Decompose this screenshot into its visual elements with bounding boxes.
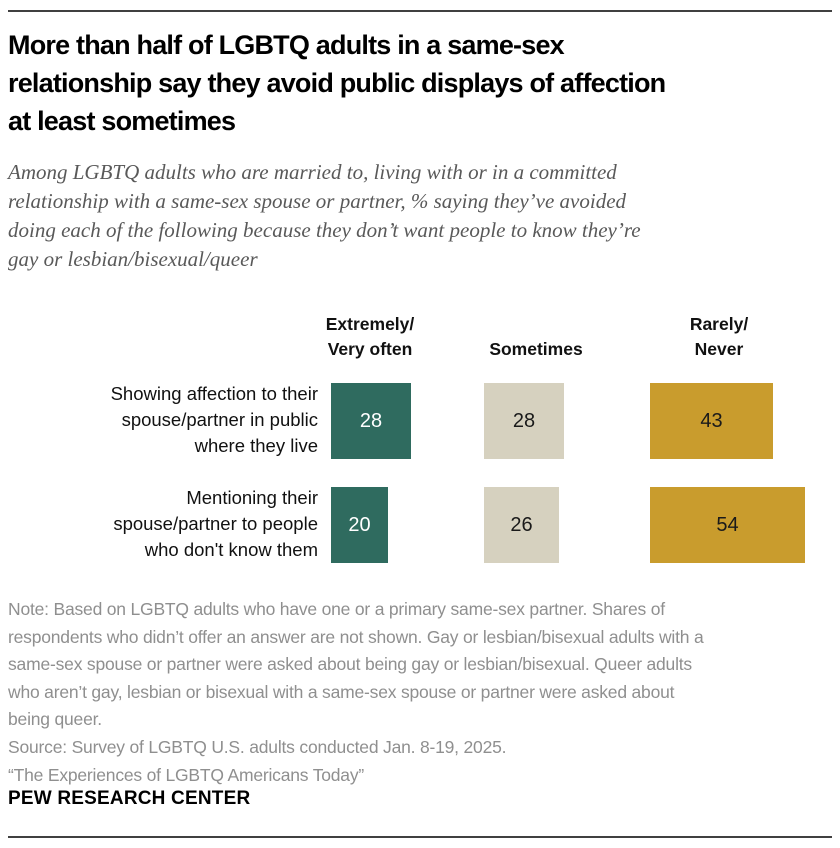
column-header-line: Never — [694, 339, 744, 359]
column-header-sometimes: Sometimes — [489, 337, 582, 362]
bar-value-label: 28 — [512, 409, 536, 432]
row-label-line: Showing affection to their — [110, 383, 318, 404]
chart-footnote: Note: Based on LGBTQ adults who have one… — [8, 596, 704, 789]
bar-value-label: 28 — [359, 409, 383, 432]
bar-segment: 28 — [484, 383, 564, 459]
chart-title-line: at least sometimes — [8, 106, 236, 136]
bar-segment: 20 — [331, 487, 388, 563]
note-line: who aren’t gay, lesbian or bisexual with… — [8, 681, 675, 702]
top-divider — [8, 10, 832, 12]
note-line: respondents who didn’t offer an answer a… — [8, 626, 704, 647]
bottom-divider — [8, 836, 832, 838]
chart-title-line: More than half of LGBTQ adults in a same… — [8, 30, 565, 60]
chart-subtitle-line: Among LGBTQ adults who are married to, l… — [8, 160, 617, 184]
column-header-line: Sometimes — [489, 339, 583, 359]
source-line: Source: Survey of LGBTQ U.S. adults cond… — [8, 736, 507, 757]
row-label-line: spouse/partner in public — [121, 409, 318, 430]
row-label-line: where they live — [194, 435, 318, 456]
bar-value-label: 54 — [716, 513, 739, 536]
row-label-line: who don't know them — [144, 539, 318, 560]
row-label-showing-affection: Showing affection to their spouse/partne… — [111, 381, 318, 459]
row-label-line: spouse/partner to people — [113, 513, 318, 534]
column-header-line: Extremely/ — [325, 314, 415, 334]
bar-value-label: 20 — [348, 513, 371, 536]
report-title-line: “The Experiences of LGBTQ Americans Toda… — [8, 764, 365, 785]
bar-value-label: 26 — [510, 513, 533, 536]
chart-subtitle-line: gay or lesbian/bisexual/queer — [8, 247, 258, 271]
note-line: Note: Based on LGBTQ adults who have one… — [8, 599, 665, 619]
note-line: same-sex spouse or partner were asked ab… — [8, 654, 692, 675]
chart-subtitle-line: relationship with a same-sex spouse or p… — [8, 189, 627, 213]
chart-title: More than half of LGBTQ adults in a same… — [8, 26, 832, 140]
note-line: being queer. — [8, 709, 102, 730]
bar-segment: 43 — [650, 383, 773, 459]
row-label-line: Mentioning their — [186, 487, 318, 508]
bar-segment: 28 — [331, 383, 411, 459]
column-header-extremely-very-often: Extremely/ Very often — [326, 312, 415, 362]
pew-research-center-wordmark: PEW RESEARCH CENTER — [8, 788, 251, 809]
bar-value-label: 43 — [700, 409, 723, 432]
bar-segment: 26 — [484, 487, 559, 563]
column-header-line: Rarely/ — [689, 314, 749, 334]
column-header-rarely-never: Rarely/ Never — [690, 312, 748, 362]
bar-segment: 54 — [650, 487, 805, 563]
row-label-mentioning-spouse: Mentioning their spouse/partner to peopl… — [113, 485, 318, 563]
chart-title-line: relationship say they avoid public displ… — [8, 68, 666, 98]
chart-subtitle-line: doing each of the following because they… — [8, 218, 641, 242]
column-header-line: Very often — [327, 339, 413, 359]
chart-subtitle: Among LGBTQ adults who are married to, l… — [8, 158, 832, 274]
